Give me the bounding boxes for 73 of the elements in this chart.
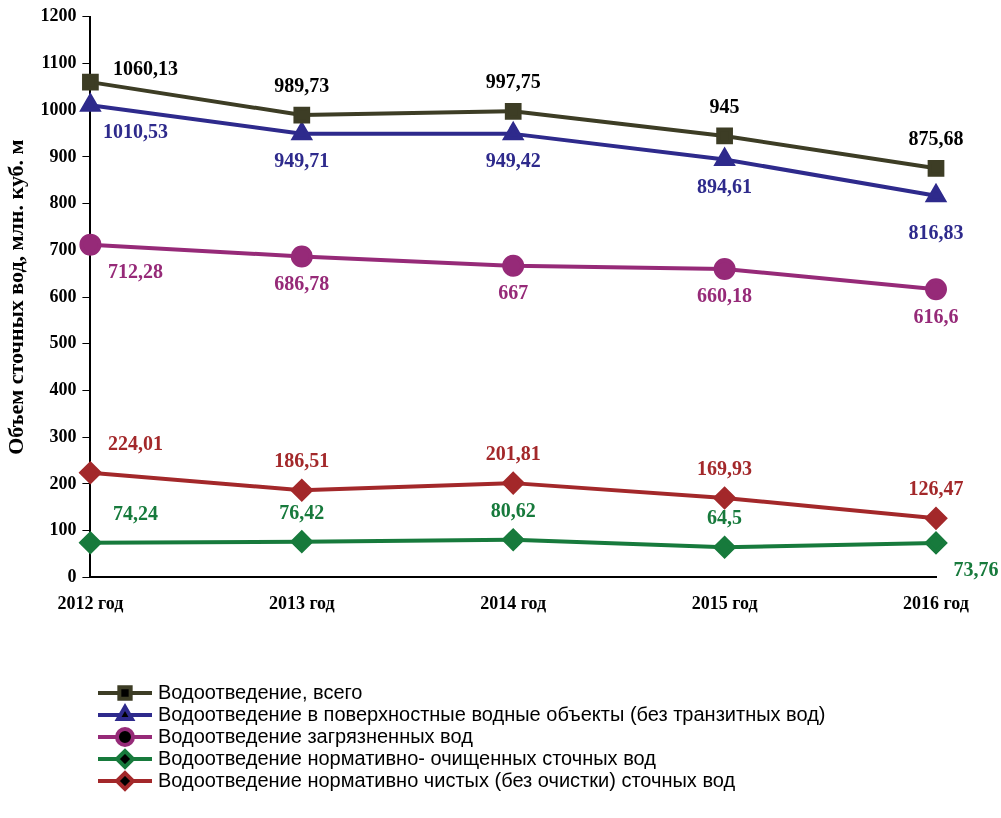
y-tick-label: 800	[49, 192, 77, 213]
data-label: 875,68	[908, 127, 964, 150]
point	[502, 254, 525, 277]
data-label: 949,71	[274, 148, 330, 171]
point	[290, 479, 313, 502]
y-tick-label: 600	[49, 285, 77, 306]
x-tick-label: 2014 год	[480, 592, 547, 613]
data-label: 667	[498, 280, 529, 303]
y-tick-label: 1100	[41, 52, 77, 73]
data-label: 1010,53	[102, 120, 168, 143]
data-label: 686,78	[274, 271, 330, 294]
point	[502, 528, 525, 551]
point	[79, 461, 102, 484]
x-tick-label: 2016 год	[903, 592, 969, 613]
data-label: 186,51	[274, 449, 330, 472]
point	[293, 106, 311, 124]
y-tick-label: 1200	[40, 5, 77, 26]
y-axis-title: Объем сточных вод, млн. куб. м	[2, 139, 28, 455]
point	[502, 472, 525, 495]
point	[292, 122, 312, 141]
point	[82, 73, 99, 91]
legend-label: Водоотведение, всего	[158, 680, 363, 703]
point	[716, 127, 733, 145]
data-label: 74,24	[112, 501, 158, 524]
data-label: 616,6	[913, 304, 959, 327]
data-label: 126,47	[908, 477, 964, 500]
data-label: 201,81	[485, 442, 541, 465]
legend-label: Водоотведение в поверхностные водные объекты (без транзитных вод)	[158, 702, 826, 725]
y-tick-label: 700	[49, 239, 77, 260]
legend-label: Водоотведение нормативно чистых (без очистки) сточных вод	[158, 768, 736, 791]
point	[713, 536, 736, 559]
point	[79, 531, 102, 554]
data-label: 989,73	[274, 74, 330, 97]
point	[79, 233, 102, 256]
data-label: 1060,13	[112, 57, 178, 80]
data-label: 945	[709, 95, 740, 118]
y-tick-label: 900	[49, 145, 77, 166]
data-label: 169,93	[697, 457, 753, 480]
data-label: 80,62	[490, 498, 536, 521]
data-label: 64,5	[707, 506, 743, 529]
data-label: 816,83	[908, 220, 964, 243]
point	[925, 278, 947, 301]
point	[714, 148, 735, 166]
y-tick-label: 1000	[40, 98, 77, 119]
data-label: 949,42	[485, 149, 541, 172]
x-tick-label: 2015 год	[691, 592, 758, 613]
point	[290, 530, 313, 553]
y-tick-label: 300	[49, 425, 77, 446]
data-label: 73,76	[953, 558, 999, 581]
point	[713, 487, 736, 510]
data-label: 997,75	[485, 70, 541, 93]
y-tick-label: 500	[49, 332, 77, 353]
point	[927, 159, 945, 177]
data-label: 894,61	[697, 174, 753, 197]
data-label: 76,42	[279, 500, 325, 523]
data-label: 224,01	[107, 431, 163, 454]
legend-label: Водоотведение нормативно- очищенных сточных вод	[158, 746, 657, 769]
point	[925, 531, 947, 554]
point	[80, 94, 101, 112]
point	[504, 102, 522, 120]
point	[290, 245, 313, 268]
y-tick-label: 400	[49, 379, 77, 400]
data-label: 712,28	[107, 259, 163, 282]
y-tick-label: 100	[49, 519, 77, 540]
point	[713, 257, 736, 280]
data-label: 660,18	[697, 284, 753, 307]
x-tick-label: 2012 год	[57, 592, 124, 613]
legend-label: Водоотведение загрязненных вод	[158, 724, 474, 747]
point	[925, 507, 947, 530]
point	[926, 184, 946, 203]
x-tick-label: 2013 год	[268, 592, 335, 613]
y-tick-label: 200	[49, 472, 77, 493]
y-tick-label: 0	[67, 566, 77, 587]
